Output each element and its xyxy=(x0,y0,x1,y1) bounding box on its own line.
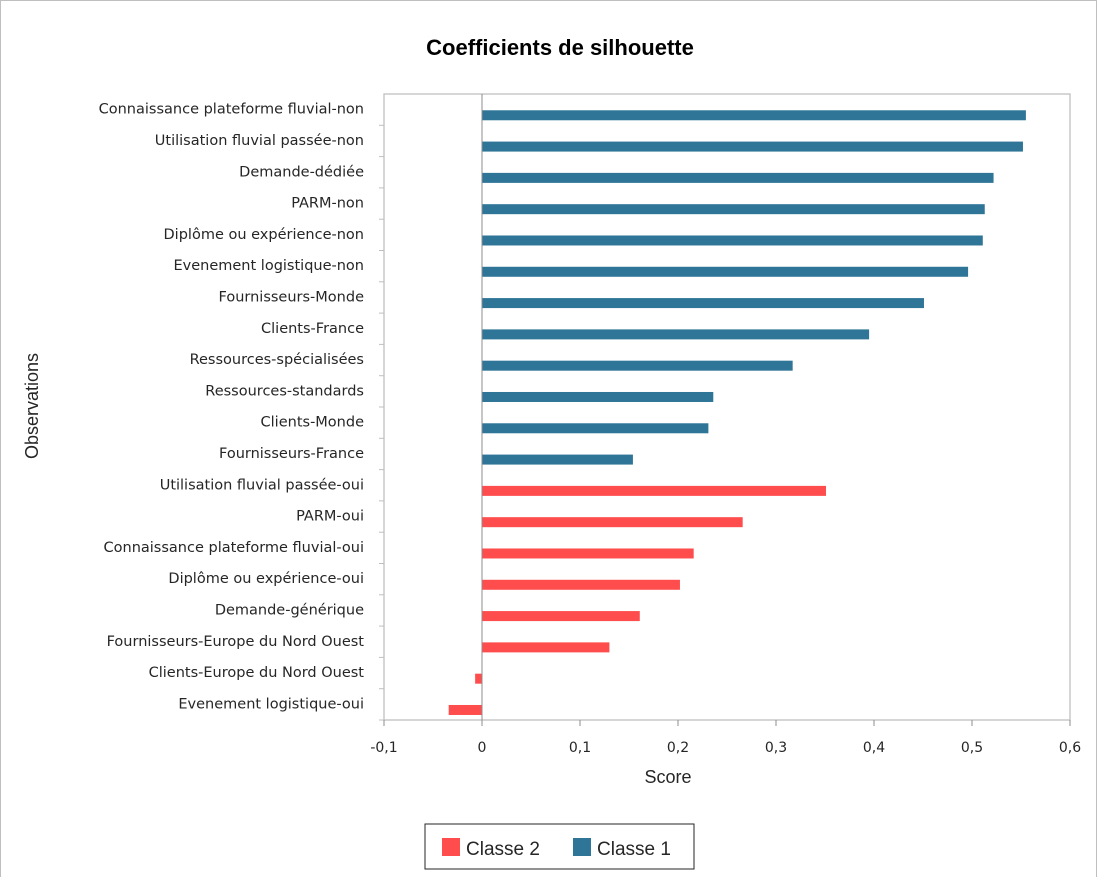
category-label: Clients-Europe du Nord Ouest xyxy=(149,665,365,681)
bar-20 xyxy=(448,704,482,715)
bar-18 xyxy=(482,642,610,653)
legend-items: Classe 2 Classe 1 xyxy=(442,838,671,860)
bar-16 xyxy=(482,579,680,590)
bar-5 xyxy=(482,235,983,246)
legend-swatch-1 xyxy=(442,838,460,856)
x-tick-label: 0,4 xyxy=(863,740,885,756)
bar-8 xyxy=(482,329,870,340)
plot-area xyxy=(383,93,1071,721)
x-tick-label: 0,2 xyxy=(667,740,689,756)
category-label: Connaissance plateforme fluvial-oui xyxy=(104,540,364,556)
category-label: Demande-dédiée xyxy=(239,164,364,180)
bar-10 xyxy=(482,391,714,402)
category-label: Evenement logistique-non xyxy=(173,258,364,274)
category-label: Ressources-spécialisées xyxy=(190,352,364,368)
category-label: Fournisseurs-Europe du Nord Ouest xyxy=(107,634,365,650)
category-label: Demande-générique xyxy=(215,602,364,618)
legend-swatch-2 xyxy=(573,838,591,856)
legend-box xyxy=(424,823,695,870)
x-tick-label: 0 xyxy=(478,740,487,756)
x-tick-label: 0,5 xyxy=(961,740,983,756)
category-label: Clients-Monde xyxy=(261,415,365,431)
category-label: Ressources-standards xyxy=(205,383,364,399)
category-label: Diplôme ou expérience-non xyxy=(164,227,364,243)
bar-19 xyxy=(475,673,482,684)
bar-14 xyxy=(482,517,743,528)
chart-title: Coefficients de silhouette xyxy=(426,35,694,60)
legend-label-1: Classe 2 xyxy=(466,839,540,860)
category-label: Evenement logistique-oui xyxy=(178,696,364,712)
x-tick-label: -0,1 xyxy=(370,740,397,756)
bar-3 xyxy=(482,172,994,183)
category-labels: Connaissance plateforme fluvial-non Utili… xyxy=(99,102,365,713)
bar-15 xyxy=(482,548,694,559)
legend-label-2: Classe 1 xyxy=(597,839,671,860)
bar-4 xyxy=(482,204,985,215)
category-label: PARM-non xyxy=(291,196,364,212)
category-label: Fournisseurs-France xyxy=(219,446,364,462)
y-axis-title: Observations xyxy=(22,353,42,459)
category-label: Utilisation fluvial passée-oui xyxy=(160,477,364,493)
bar-17 xyxy=(482,611,640,622)
x-tick-label: 0,6 xyxy=(1059,740,1081,756)
category-label: Clients-France xyxy=(261,321,364,337)
category-label: PARM-oui xyxy=(296,509,364,525)
bar-6 xyxy=(482,266,969,277)
bar-12 xyxy=(482,454,633,465)
bar-2 xyxy=(482,141,1023,152)
x-tick-label: 0,3 xyxy=(765,740,787,756)
category-label: Fournisseurs-Monde xyxy=(219,289,365,305)
category-label: Connaissance plateforme fluvial-non xyxy=(99,102,364,118)
x-tick-label: 0,1 xyxy=(569,740,591,756)
x-axis-title: Score xyxy=(644,767,691,787)
bar-13 xyxy=(482,485,826,496)
category-label: Utilisation fluvial passée-non xyxy=(155,133,364,149)
legend: Classe 2 Classe 1 xyxy=(424,823,695,870)
x-axis: -0,1 0 0,1 0,2 0,3 0,4 0,5 0,6 xyxy=(370,94,1081,756)
bar-9 xyxy=(482,360,793,371)
bars-layer xyxy=(448,110,1026,715)
bar-7 xyxy=(482,298,924,309)
bar-11 xyxy=(482,423,709,434)
bar-1 xyxy=(482,110,1026,121)
category-label: Diplôme ou expérience-oui xyxy=(168,571,364,587)
